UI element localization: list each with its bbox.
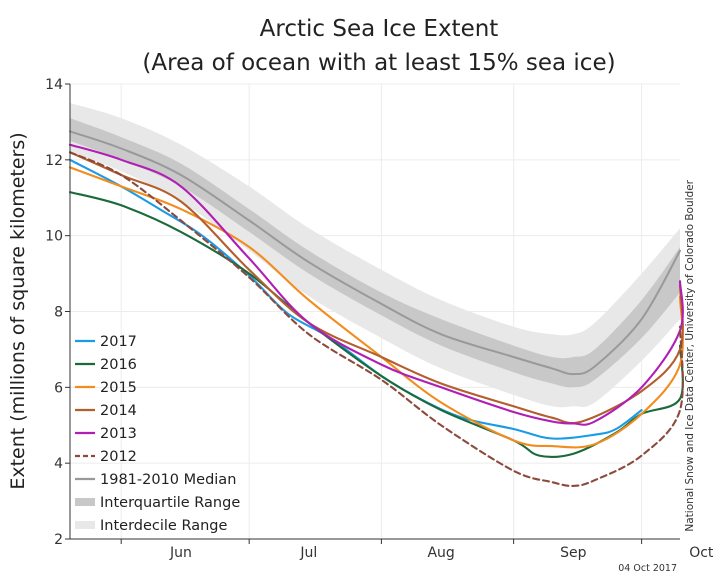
x-tick-label: Sep xyxy=(560,545,587,561)
interquartile-range-band xyxy=(70,118,680,388)
axes: 2 4 6 8 10 12 14 Jun Jul Aug Sep Oct xyxy=(45,77,714,561)
legend: 2017 2016 2015 2014 2013 2012 1981-2010 Median… xyxy=(75,334,240,534)
legend-swatch-interdecile-range xyxy=(75,521,95,529)
y-axis-label: Extent (millions of square kilometers) xyxy=(7,132,29,489)
legend-swatch-interquartile-range xyxy=(75,498,95,506)
interdecile-range-band xyxy=(70,103,680,408)
x-tick-label: Jun xyxy=(169,545,192,561)
y-tick-label: 10 xyxy=(45,229,63,245)
y-tick-label: 8 xyxy=(54,305,63,321)
legend-label-2017: 2017 xyxy=(100,334,137,350)
data-series xyxy=(68,130,684,487)
x-tick-label: Jul xyxy=(299,545,317,561)
series-line-2012 xyxy=(68,151,684,487)
series-line-2014 xyxy=(68,151,684,425)
series-line-2015 xyxy=(68,166,684,449)
chart-subtitle: (Area of ocean with at least 15% sea ice… xyxy=(142,50,615,76)
x-tick-label: Aug xyxy=(427,545,454,561)
y-tick-label: 2 xyxy=(54,532,63,548)
series-line-2013 xyxy=(68,143,684,426)
series-line-1981-2010-median xyxy=(69,130,681,376)
y-tick-label: 6 xyxy=(54,380,63,396)
date-stamp: 04 Oct 2017 xyxy=(618,563,677,574)
series-line-2016 xyxy=(68,191,684,459)
y-tick-label: 4 xyxy=(54,456,63,472)
legend-label-1981-2010-median: 1981-2010 Median xyxy=(100,472,236,488)
chart-title: Arctic Sea Ice Extent xyxy=(260,16,499,42)
credit-text: National Snow and Ice Data Center, Unive… xyxy=(684,179,696,531)
y-tick-label: 12 xyxy=(45,153,63,169)
legend-label-2015: 2015 xyxy=(100,380,137,396)
legend-label-2012: 2012 xyxy=(100,449,137,465)
y-tick-label: 14 xyxy=(45,77,63,93)
range-bands xyxy=(70,103,680,408)
legend-label-2016: 2016 xyxy=(100,357,137,373)
legend-label-interdecile-range: Interdecile Range xyxy=(100,518,227,534)
legend-label-interquartile-range: Interquartile Range xyxy=(100,495,240,511)
legend-label-2014: 2014 xyxy=(100,403,137,419)
x-tick-label: Oct xyxy=(689,545,714,561)
legend-label-2013: 2013 xyxy=(100,426,137,442)
